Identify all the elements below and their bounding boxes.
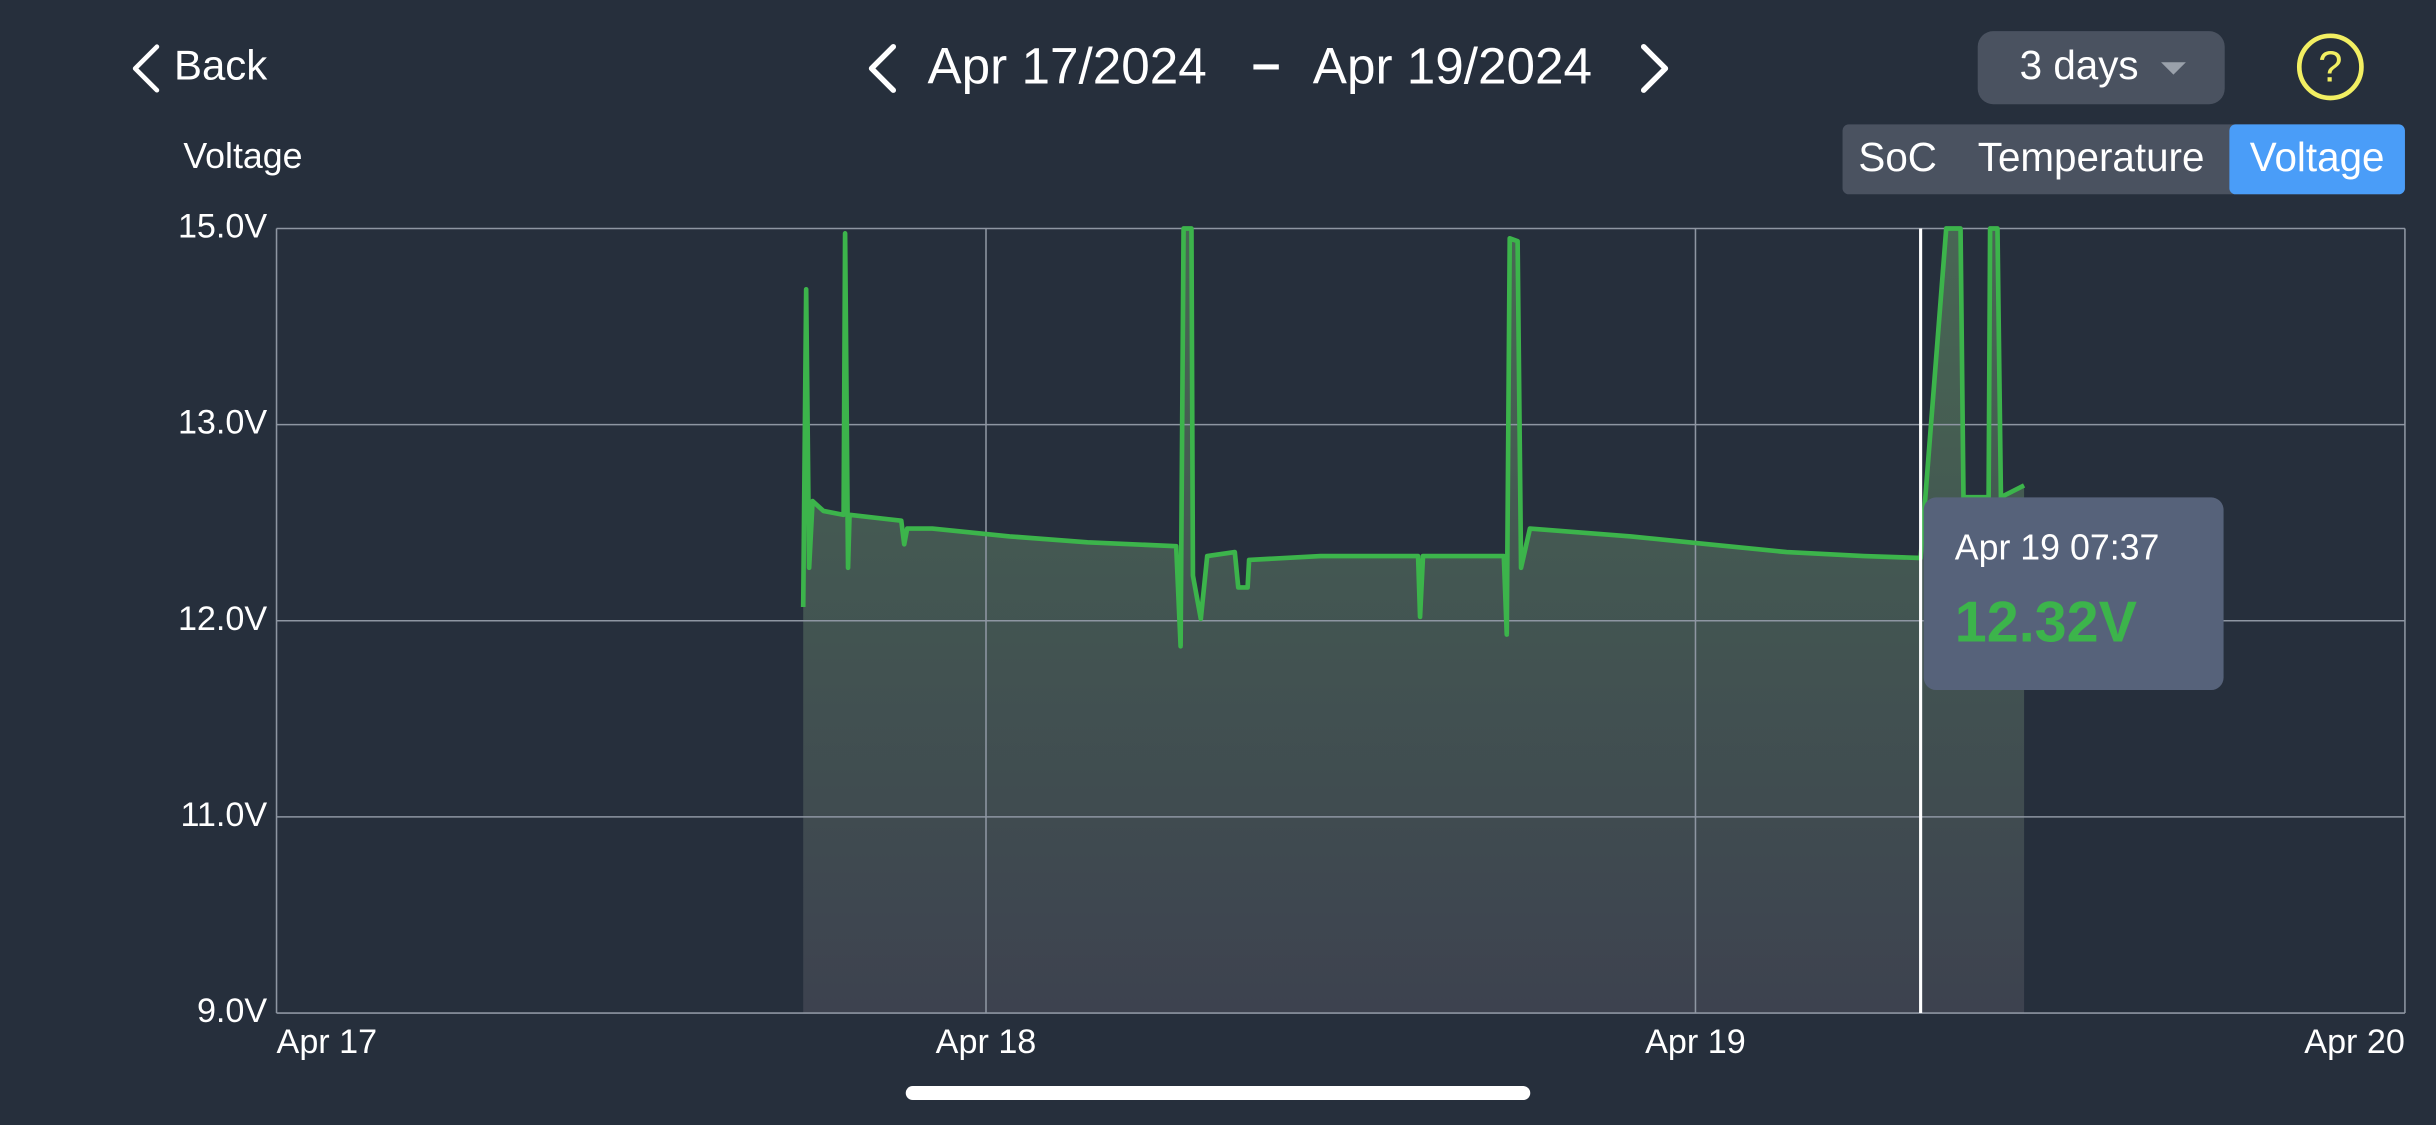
help-circle[interactable] xyxy=(2296,33,2364,101)
x-tick-label: Apr 20 xyxy=(2304,1023,2405,1061)
tab-group: SoC Temperature Voltage xyxy=(1842,124,2405,195)
prev-range[interactable] xyxy=(868,43,897,93)
tooltip-value: 12.32V xyxy=(1955,591,2137,655)
y-tick-label: 15.0V xyxy=(178,208,267,246)
chart: 15.0V 13.0V 12.0V 11.0V 9.0V Apr 17 Apr 18 Apr … xyxy=(178,208,2406,1061)
back-button[interactable]: Back xyxy=(132,42,268,93)
y-tick-label: 12.0V xyxy=(178,600,267,638)
period-dropdown[interactable]: 3 days xyxy=(1977,31,2225,105)
y-tick-label: 9.0V xyxy=(197,992,267,1030)
home-indicator xyxy=(905,1086,1531,1101)
help-button[interactable]: ? xyxy=(2296,33,2364,101)
end-date: Apr 19/2024 xyxy=(1313,38,1592,95)
date-separator: – xyxy=(1252,34,1281,91)
help-icon[interactable]: ? xyxy=(2318,44,2342,92)
x-tick-label: Apr 17 xyxy=(277,1023,378,1061)
back-chevron[interactable] xyxy=(132,44,160,93)
tab[interactable]: Voltage xyxy=(2250,134,2385,180)
next-range[interactable] xyxy=(1640,43,1669,93)
dropdown-arrow[interactable] xyxy=(2161,62,2186,75)
tooltip xyxy=(1923,497,2224,691)
tooltip-time: Apr 19 07:37 xyxy=(1955,528,2160,568)
back-label[interactable]: Back xyxy=(174,42,268,89)
tab[interactable]: SoC xyxy=(1858,134,1937,180)
start-date: Apr 17/2024 xyxy=(927,38,1206,95)
x-tick-label: Apr 18 xyxy=(936,1023,1037,1061)
period-label[interactable]: 3 days xyxy=(2020,42,2139,88)
x-tick-label: Apr 19 xyxy=(1645,1023,1746,1061)
tab[interactable]: Temperature xyxy=(1978,134,2205,180)
y-tick-label: 13.0V xyxy=(178,404,267,442)
dropdown-box[interactable] xyxy=(1977,31,2225,105)
tab-selected-bg[interactable] xyxy=(2229,124,2405,195)
y-axis-title: Voltage xyxy=(183,136,302,176)
y-tick-label: 11.0V xyxy=(180,796,267,834)
